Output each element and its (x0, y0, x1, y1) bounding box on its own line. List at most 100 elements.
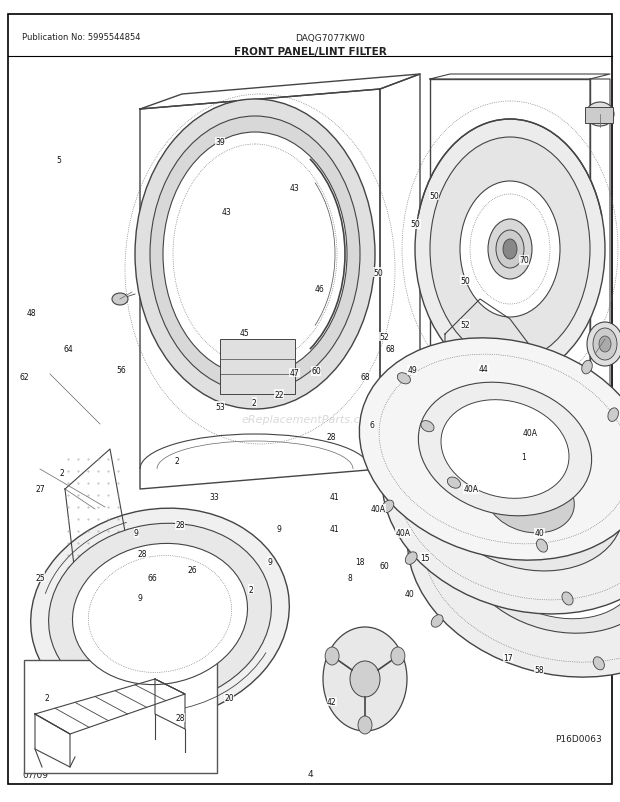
Text: 50: 50 (460, 276, 470, 286)
Ellipse shape (112, 294, 128, 306)
Text: 2: 2 (44, 693, 49, 703)
Text: 15: 15 (420, 553, 430, 562)
Ellipse shape (30, 508, 290, 720)
Text: 2: 2 (252, 398, 257, 407)
Ellipse shape (593, 329, 617, 361)
Text: 9: 9 (134, 529, 139, 538)
Text: 5: 5 (56, 156, 61, 165)
Text: 48: 48 (26, 308, 36, 318)
Ellipse shape (418, 383, 591, 516)
Text: 43: 43 (221, 208, 231, 217)
Text: 40: 40 (534, 529, 544, 538)
Ellipse shape (48, 524, 272, 705)
Ellipse shape (383, 385, 620, 614)
Text: 40A: 40A (464, 484, 479, 494)
Ellipse shape (358, 716, 372, 734)
Ellipse shape (485, 465, 574, 533)
Ellipse shape (397, 373, 410, 384)
Ellipse shape (587, 322, 620, 367)
Text: 9: 9 (267, 557, 272, 566)
Text: 28: 28 (175, 713, 185, 723)
Text: 43: 43 (290, 184, 299, 193)
Text: 68: 68 (361, 372, 371, 382)
Ellipse shape (481, 500, 620, 619)
Bar (585, 107, 613, 124)
Text: 68: 68 (386, 344, 396, 354)
Text: 9: 9 (137, 593, 142, 602)
Text: 2: 2 (249, 585, 254, 594)
Text: 18: 18 (355, 557, 365, 566)
Text: 40: 40 (404, 589, 414, 598)
Text: 2: 2 (60, 468, 64, 478)
Text: 60: 60 (379, 561, 389, 570)
Text: 28: 28 (327, 432, 337, 442)
Ellipse shape (421, 421, 434, 432)
Ellipse shape (405, 552, 417, 565)
Bar (24, 660, 217, 773)
Text: 27: 27 (35, 484, 45, 494)
Text: 1: 1 (521, 452, 526, 462)
Ellipse shape (360, 338, 620, 561)
Ellipse shape (488, 220, 532, 280)
Text: 58: 58 (534, 665, 544, 674)
Ellipse shape (382, 500, 394, 513)
Text: 22: 22 (274, 390, 284, 399)
Ellipse shape (441, 400, 569, 499)
Ellipse shape (415, 119, 605, 379)
Text: 70: 70 (519, 256, 529, 265)
Ellipse shape (323, 627, 407, 731)
Ellipse shape (536, 540, 547, 553)
Text: 52: 52 (460, 320, 470, 330)
Text: 53: 53 (215, 402, 225, 411)
Text: 9: 9 (277, 525, 281, 534)
Text: 66: 66 (147, 573, 157, 582)
Ellipse shape (462, 485, 620, 634)
Text: 39: 39 (215, 138, 225, 148)
Ellipse shape (599, 337, 611, 353)
Text: 26: 26 (187, 565, 197, 574)
Ellipse shape (73, 544, 247, 685)
Ellipse shape (562, 592, 573, 606)
Text: 64: 64 (63, 344, 73, 354)
Text: eReplacementParts.com: eReplacementParts.com (242, 415, 378, 424)
Text: DAQG7077KW0: DAQG7077KW0 (295, 34, 365, 43)
Ellipse shape (163, 133, 347, 376)
Ellipse shape (448, 477, 461, 488)
Text: 6: 6 (370, 420, 374, 430)
Text: 25: 25 (35, 573, 45, 582)
Ellipse shape (608, 408, 618, 422)
Text: 52: 52 (379, 332, 389, 342)
Text: FRONT PANEL/LINT FILTER: FRONT PANEL/LINT FILTER (234, 47, 386, 57)
Text: 60: 60 (311, 367, 321, 376)
Ellipse shape (391, 647, 405, 665)
Text: 2: 2 (174, 456, 179, 466)
Text: 45: 45 (240, 328, 250, 338)
Text: Publication No: 5995544854: Publication No: 5995544854 (22, 34, 141, 43)
Text: 56: 56 (116, 366, 126, 375)
Ellipse shape (325, 647, 339, 665)
Ellipse shape (436, 427, 620, 571)
Ellipse shape (407, 441, 620, 677)
Text: 41: 41 (330, 492, 340, 502)
Ellipse shape (582, 361, 592, 375)
Text: 28: 28 (138, 549, 148, 558)
Ellipse shape (460, 182, 560, 318)
Ellipse shape (150, 117, 360, 392)
Ellipse shape (459, 445, 601, 554)
Text: 50: 50 (410, 220, 420, 229)
Text: 28: 28 (175, 520, 185, 530)
Text: 07/09: 07/09 (22, 770, 48, 779)
Text: 20: 20 (224, 693, 234, 703)
Text: 17: 17 (503, 653, 513, 662)
Text: 49: 49 (407, 366, 417, 375)
Text: 33: 33 (209, 492, 219, 502)
Text: 40A: 40A (396, 529, 410, 538)
Text: 40A: 40A (371, 504, 386, 514)
Ellipse shape (430, 138, 590, 362)
Bar (220, 339, 295, 395)
Ellipse shape (593, 657, 604, 670)
Text: 42: 42 (327, 697, 337, 707)
Text: 50: 50 (373, 268, 383, 277)
Text: 40A: 40A (523, 428, 538, 438)
Ellipse shape (135, 100, 375, 410)
